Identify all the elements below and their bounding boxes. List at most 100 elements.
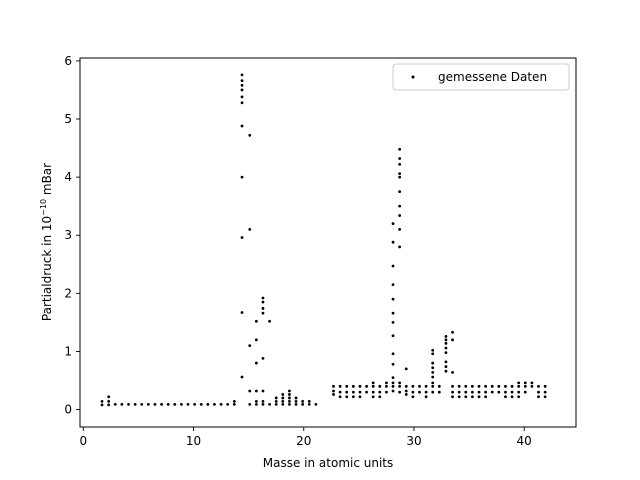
data-point [301, 400, 305, 403]
data-point [240, 311, 244, 314]
data-point [497, 384, 501, 388]
data-point [268, 319, 271, 323]
data-point [523, 390, 527, 394]
data-point [294, 400, 298, 403]
data-point [240, 175, 244, 179]
data-point [391, 283, 395, 287]
data-point [385, 381, 388, 385]
data-point [444, 338, 448, 342]
data-point [537, 395, 540, 399]
data-point [288, 389, 291, 393]
data-point [332, 393, 335, 396]
data-point [113, 402, 117, 406]
data-point [444, 360, 448, 364]
data-point [240, 375, 244, 379]
y-axis-ticks: 0 1 2 3 4 5 6 [64, 54, 80, 417]
data-point [543, 390, 547, 394]
data-point [160, 402, 163, 406]
y-axis-label-exponent: −10 [39, 199, 48, 216]
data-point [451, 338, 454, 342]
data-point [281, 402, 285, 406]
data-point [497, 390, 501, 394]
data-point [248, 402, 252, 406]
y-tick-label: 4 [64, 170, 72, 184]
data-point [261, 307, 265, 310]
data-point [398, 172, 402, 176]
data-point [431, 370, 435, 374]
data-point [385, 390, 388, 394]
data-point [543, 395, 547, 399]
data-point [444, 365, 448, 368]
data-point [240, 88, 244, 92]
data-point [477, 384, 481, 388]
data-point [404, 393, 408, 396]
data-point [371, 390, 375, 394]
data-point [398, 214, 402, 217]
data-point [351, 384, 355, 388]
data-point [391, 311, 395, 315]
data-point [240, 73, 244, 77]
data-point [254, 389, 258, 393]
data-point [391, 264, 395, 268]
data-point [254, 400, 258, 403]
x-tick-label: 30 [406, 434, 421, 448]
data-point [418, 384, 421, 388]
data-point [484, 390, 488, 394]
data-point [424, 390, 428, 394]
data-point [240, 95, 244, 99]
data-point [166, 402, 170, 406]
data-point [288, 402, 291, 406]
data-point [437, 390, 441, 394]
data-point [451, 384, 454, 388]
data-point [411, 395, 415, 399]
data-point [332, 384, 335, 388]
data-point [517, 395, 521, 399]
data-point [371, 381, 375, 385]
data-point [451, 395, 454, 399]
data-point [470, 390, 474, 394]
x-axis-ticks: 0 10 20 30 40 [79, 427, 532, 448]
y-tick-label: 2 [64, 286, 72, 300]
data-point [288, 400, 291, 403]
data-point [530, 381, 534, 385]
data-point [248, 344, 252, 348]
data-point [477, 390, 481, 394]
x-tick-label: 20 [296, 434, 311, 448]
data-point [391, 352, 395, 356]
data-point [451, 330, 454, 334]
data-point [451, 390, 454, 394]
data-point [274, 396, 278, 400]
data-point [127, 402, 130, 406]
data-point [457, 390, 461, 394]
data-point [398, 175, 402, 179]
data-point [391, 384, 395, 388]
x-axis-label: Masse in atomic units [263, 456, 394, 470]
data-point [281, 400, 285, 403]
y-tick-label: 6 [64, 54, 72, 68]
data-point [391, 222, 395, 226]
data-point [391, 389, 395, 393]
data-point [268, 402, 271, 406]
data-point [431, 366, 435, 370]
data-point [378, 384, 382, 388]
x-tick-label: 0 [79, 434, 87, 448]
data-point [464, 384, 468, 388]
x-tick-label: 40 [517, 434, 532, 448]
data-point [457, 384, 461, 388]
data-point [431, 381, 435, 385]
data-point [424, 384, 428, 388]
data-point [470, 384, 474, 388]
data-point [193, 402, 197, 406]
data-point [338, 390, 342, 394]
data-point [219, 402, 223, 406]
data-point [254, 338, 258, 342]
data-point [398, 381, 402, 385]
data-point [431, 348, 435, 352]
data-point [404, 389, 408, 393]
axes-frame [79, 57, 577, 428]
data-point [100, 403, 104, 407]
data-point [391, 381, 395, 385]
data-point [365, 390, 368, 394]
data-point [444, 341, 448, 345]
